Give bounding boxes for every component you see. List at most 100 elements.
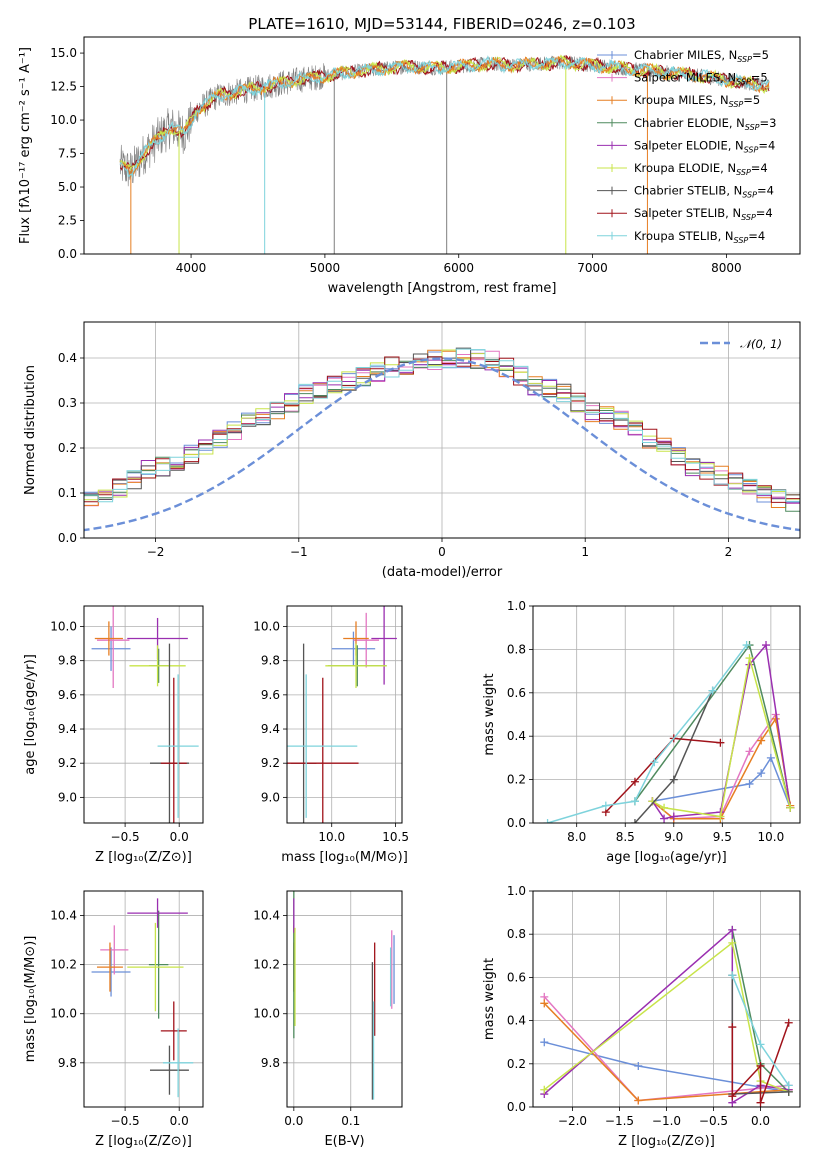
plot-area-mass-weight-vs-age bbox=[533, 606, 800, 823]
data-point-salpeter_miles bbox=[745, 747, 754, 756]
data-point-kroupa_elodie bbox=[716, 812, 725, 821]
data-point-chabrier_miles bbox=[634, 1061, 643, 1070]
data-point-chabrier_miles bbox=[757, 769, 766, 778]
y-tick-label: 0.4 bbox=[58, 351, 77, 365]
data-point-kroupa_miles bbox=[540, 999, 549, 1008]
data-point-salpeter_stelib bbox=[728, 1023, 737, 1032]
data-point-kroupa_elodie bbox=[660, 803, 669, 812]
model-spectrum-kroupa_stelib bbox=[119, 55, 770, 179]
data-point-kroupa_stelib bbox=[742, 641, 751, 650]
x-tick-label: −2 bbox=[147, 545, 165, 559]
x-tick-label: 1 bbox=[581, 545, 589, 559]
data-point-salpeter_stelib bbox=[784, 1018, 793, 1027]
data-point-kroupa_stelib bbox=[601, 801, 610, 810]
x-tick-label: 8.5 bbox=[616, 830, 635, 844]
plot-area-mass-vs-EBV bbox=[287, 891, 402, 1107]
histogram-salpeter_stelib bbox=[84, 356, 800, 516]
histogram-kroupa_stelib bbox=[84, 348, 800, 516]
data-point-salpeter_elodie bbox=[762, 641, 771, 650]
data-point-salpeter_stelib bbox=[756, 1061, 765, 1070]
y-axis-label: Flux [fλ10⁻¹⁷ erg cm⁻² s⁻¹ A⁻¹] bbox=[18, 47, 33, 244]
x-tick-label: 6000 bbox=[443, 261, 474, 275]
legend-entry: 𝒩(0, 1) bbox=[740, 337, 782, 351]
y-tick-label: 1.0 bbox=[507, 599, 526, 613]
y-tick-label: 9.6 bbox=[261, 688, 280, 702]
legend: Chabrier MILES, NSSP=5 Salpeter MILES, NS… bbox=[597, 48, 776, 245]
y-tick-label: 1.0 bbox=[507, 884, 526, 898]
x-tick-label: 9.5 bbox=[713, 830, 732, 844]
panel-mass-vs-EBV: 0.0 0.1 9.8 10.0 10.2 10.4 E(B-V) bbox=[253, 890, 403, 1149]
data-point-kroupa_elodie bbox=[728, 938, 737, 947]
y-tick-label: 10.2 bbox=[253, 958, 280, 972]
series-line-kroupa_elodie bbox=[543, 941, 789, 1093]
y-tick-label: 10.0 bbox=[50, 1007, 77, 1021]
data-point-kroupa_elodie bbox=[540, 1085, 549, 1094]
x-axis-label: E(B-V) bbox=[324, 1134, 364, 1149]
y-tick-label: 10.0 bbox=[50, 113, 77, 127]
y-tick-label: 10.4 bbox=[50, 909, 77, 923]
plot-area-spectrum bbox=[119, 54, 770, 254]
axes-frame bbox=[286, 890, 403, 1108]
legend-entry: Kroupa ELODIE, NSSP=4 bbox=[634, 161, 768, 177]
series-line-kroupa_stelib bbox=[547, 644, 748, 823]
y-tick-label: 9.4 bbox=[261, 722, 280, 736]
y-tick-label: 7.5 bbox=[58, 147, 77, 161]
x-tick-label: 7000 bbox=[577, 261, 608, 275]
legend-entry: Salpeter ELODIE, NSSP=4 bbox=[634, 138, 775, 154]
x-tick-label: −1.5 bbox=[605, 1114, 634, 1128]
y-tick-label: 2.5 bbox=[58, 214, 77, 228]
histogram-kroupa_elodie bbox=[84, 349, 800, 513]
axes-frame bbox=[532, 890, 801, 1108]
legend-entry: Kroupa MILES, NSSP=5 bbox=[634, 93, 760, 109]
data-point-kroupa_miles bbox=[757, 736, 766, 745]
plot-area-mass-vs-Z bbox=[84, 891, 203, 1107]
y-tick-label: 0.0 bbox=[58, 531, 77, 545]
y-axis-label: age [log₁₀(age/yr)] bbox=[23, 654, 38, 775]
y-tick-label: 0.2 bbox=[507, 1057, 526, 1071]
data-point-salpeter_stelib bbox=[630, 777, 639, 786]
y-tick-label: 9.6 bbox=[58, 688, 77, 702]
plot-area-mass-weight-vs-Z bbox=[533, 891, 800, 1107]
x-tick-label: −1 bbox=[290, 545, 308, 559]
x-tick-label: −0.5 bbox=[699, 1114, 728, 1128]
y-tick-label: 0.6 bbox=[507, 686, 526, 700]
chart-title: PLATE=1610, MJD=53144, FIBERID=0246, z=0… bbox=[248, 15, 635, 33]
legend-entry: Chabrier MILES, NSSP=5 bbox=[634, 48, 769, 64]
panel-mass-vs-Z: −0.5 0.0 9.8 10.0 10.2 10.4 Z [log₁₀(Z/Z⊙)] mas… bbox=[23, 890, 204, 1149]
y-tick-label: 10.0 bbox=[253, 620, 280, 634]
y-tick-label: 12.5 bbox=[50, 80, 77, 94]
y-tick-label: 0.8 bbox=[507, 642, 526, 656]
x-axis-label: (data-model)/error bbox=[382, 565, 503, 580]
x-tick-label: 0.0 bbox=[170, 1114, 189, 1128]
x-tick-label: −1.0 bbox=[652, 1114, 681, 1128]
y-tick-label: 0.2 bbox=[58, 441, 77, 455]
data-point-chabrier_stelib bbox=[630, 819, 639, 823]
panel-mass-weight-vs-age: 8.0 8.5 9.0 9.5 10.0 0.0 0.2 0.4 0.6 0.8 1.0 age [l… bbox=[482, 599, 801, 865]
y-tick-label: 15.0 bbox=[50, 46, 77, 60]
y-tick-label: 9.8 bbox=[58, 1056, 77, 1070]
x-tick-label: 0.1 bbox=[341, 1114, 360, 1128]
series-line-kroupa_elodie bbox=[652, 657, 792, 818]
y-tick-label: 9.0 bbox=[58, 790, 77, 804]
data-point-kroupa_miles bbox=[771, 714, 780, 723]
panel-mass-weight-vs-Z: −2.0 −1.5 −1.0 −0.5 0.0 0.0 0.2 0.4 0.6 0.8 1.0 Z [… bbox=[482, 884, 801, 1149]
legend-entry: Chabrier STELIB, NSSP=4 bbox=[634, 184, 774, 200]
data-point-kroupa_elodie bbox=[786, 803, 795, 812]
legend-entry: Salpeter STELIB, NSSP=4 bbox=[634, 206, 773, 222]
y-tick-label: 0.4 bbox=[507, 1014, 526, 1028]
data-point-salpeter_stelib bbox=[728, 1092, 737, 1101]
data-point-kroupa_stelib bbox=[543, 819, 552, 823]
x-tick-label: 0.0 bbox=[284, 1114, 303, 1128]
y-tick-label: 9.2 bbox=[58, 756, 77, 770]
y-tick-label: 9.0 bbox=[261, 790, 280, 804]
y-tick-label: 10.2 bbox=[50, 958, 77, 972]
y-tick-label: 9.8 bbox=[261, 1056, 280, 1070]
x-axis-label: age [log₁₀(age/yr)] bbox=[606, 850, 727, 865]
x-tick-label: 0 bbox=[438, 545, 446, 559]
histogram-salpeter_miles bbox=[84, 350, 800, 512]
x-tick-label: 5000 bbox=[310, 261, 341, 275]
x-tick-label: 10.0 bbox=[318, 830, 345, 844]
axes-frame bbox=[83, 605, 204, 824]
x-tick-label: 2 bbox=[725, 545, 733, 559]
